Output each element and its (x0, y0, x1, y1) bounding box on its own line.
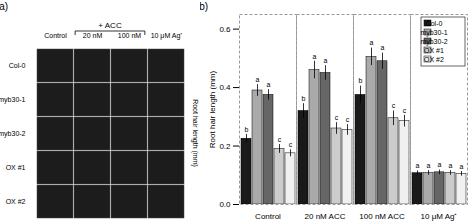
svg-text:Col-0: Col-0 (426, 20, 443, 27)
svg-text:c: c (289, 141, 293, 148)
svg-text:c: c (335, 114, 339, 121)
svg-text:20 nM: 20 nM (83, 32, 103, 39)
svg-text:Col-0: Col-0 (9, 62, 26, 69)
svg-text:a: a (324, 57, 328, 64)
svg-text:100 nM ACC: 100 nM ACC (359, 212, 405, 221)
svg-text:myb30-2: myb30-2 (0, 130, 26, 138)
svg-text:b: b (245, 126, 249, 133)
svg-text:a: a (256, 76, 260, 83)
svg-text:a: a (460, 163, 464, 170)
svg-text:myb30-2: myb30-2 (420, 38, 447, 46)
svg-text:20 nM ACC: 20 nM ACC (305, 212, 346, 221)
svg-text:Control: Control (255, 212, 281, 221)
svg-text:10 μM Ag⁺: 10 μM Ag⁺ (151, 32, 184, 40)
svg-text:a: a (416, 162, 420, 169)
svg-text:a: a (449, 162, 453, 169)
svg-text:10 μM Ag⁺: 10 μM Ag⁺ (421, 212, 458, 221)
svg-text:0.6: 0.6 (219, 25, 231, 34)
svg-text:a: a (427, 162, 431, 169)
svg-text:+ ACC: + ACC (98, 21, 122, 30)
svg-text:a: a (438, 161, 442, 168)
svg-text:0.4: 0.4 (219, 83, 231, 92)
svg-text:myb30-1: myb30-1 (0, 96, 26, 104)
svg-text:b: b (359, 77, 363, 84)
svg-text:100 nM: 100 nM (118, 32, 142, 39)
svg-text:Root hair length (mm): Root hair length (mm) (208, 70, 217, 148)
svg-text:0.0: 0.0 (219, 200, 231, 209)
svg-text:Root hair length (mm): Root hair length (mm) (191, 99, 199, 167)
svg-text:OX #2: OX #2 (6, 198, 26, 205)
svg-text:a: a (267, 81, 271, 88)
svg-text:Control: Control (44, 32, 67, 39)
svg-text:0.2: 0.2 (219, 142, 231, 151)
svg-text:(a): (a) (0, 1, 8, 12)
svg-text:c: c (392, 102, 396, 109)
svg-text:OX #1: OX #1 (424, 47, 444, 54)
svg-text:a: a (313, 53, 317, 60)
svg-text:(b): (b) (200, 1, 208, 12)
svg-text:myb30-1: myb30-1 (420, 29, 447, 37)
svg-text:c: c (346, 116, 350, 123)
svg-text:OX #2: OX #2 (424, 56, 444, 63)
svg-text:c: c (278, 136, 282, 143)
svg-text:a: a (370, 39, 374, 46)
svg-text:a: a (381, 44, 385, 51)
svg-text:c: c (403, 107, 407, 114)
svg-text:OX #1: OX #1 (6, 164, 26, 171)
svg-text:b: b (302, 95, 306, 102)
